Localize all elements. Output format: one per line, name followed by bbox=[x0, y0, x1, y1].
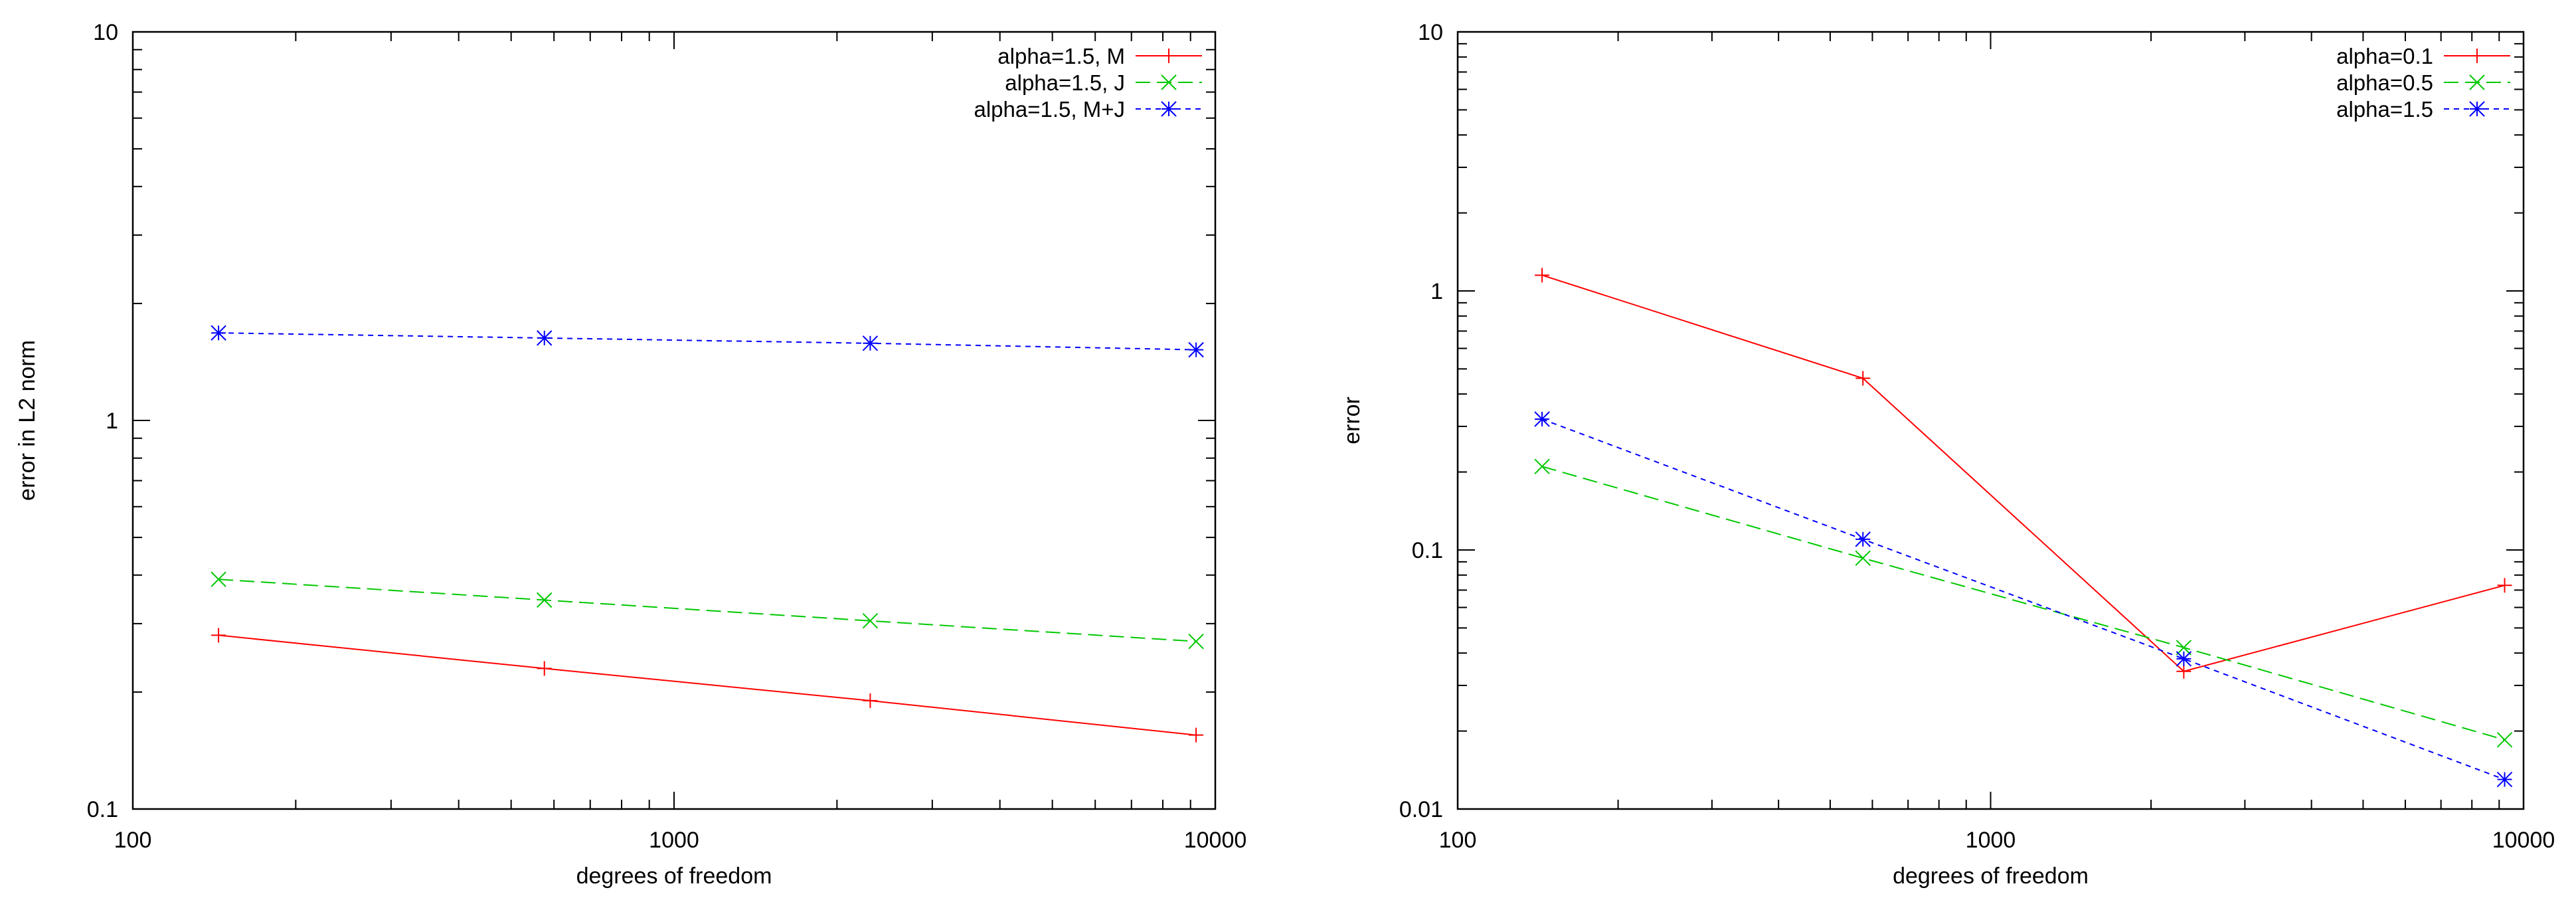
data-point-marker bbox=[862, 612, 879, 629]
data-point-marker bbox=[862, 335, 879, 351]
data-point-marker bbox=[1855, 531, 1871, 547]
data-point-marker bbox=[1161, 101, 1177, 117]
legend-label: alpha=1.5, M+J bbox=[974, 97, 1126, 122]
data-point-marker bbox=[537, 661, 552, 676]
legend-label: alpha=1.5 bbox=[2336, 97, 2433, 122]
marker-stroke bbox=[1534, 411, 1550, 427]
data-point-marker bbox=[211, 571, 226, 587]
series-3: alpha=1.5, M+J bbox=[211, 97, 1204, 358]
marker-stroke bbox=[537, 330, 553, 346]
series-line bbox=[218, 634, 1197, 736]
y-tick-label: 1 bbox=[1430, 279, 1443, 304]
data-point-marker bbox=[1189, 727, 1204, 743]
marker-stroke bbox=[2496, 732, 2513, 748]
series-line bbox=[218, 332, 1197, 351]
data-point-marker bbox=[2497, 578, 2512, 593]
y-tick-label: 0.1 bbox=[1412, 538, 1443, 563]
marker-stroke bbox=[1534, 458, 1550, 475]
marker-stroke bbox=[211, 325, 226, 341]
y-axis-label: error bbox=[1339, 397, 1365, 444]
marker-stroke bbox=[1161, 74, 1177, 90]
legend-label: alpha=0.5 bbox=[2336, 70, 2433, 95]
y-tick-label: 0.01 bbox=[1399, 797, 1443, 822]
x-tick-label: 1000 bbox=[1966, 828, 2016, 853]
data-point-marker bbox=[1161, 48, 1176, 63]
marker-stroke bbox=[1855, 550, 1871, 566]
data-point-marker bbox=[1535, 268, 1550, 283]
marker-stroke bbox=[2469, 101, 2485, 117]
data-point-marker bbox=[1161, 74, 1177, 90]
data-point-marker bbox=[2470, 48, 2484, 63]
x-tick-label: 10000 bbox=[1184, 828, 1247, 853]
marker-stroke bbox=[211, 571, 226, 587]
y-tick-label: 10 bbox=[93, 20, 118, 45]
series-line bbox=[1541, 274, 2505, 672]
series-line bbox=[218, 579, 1197, 642]
legend-label: alpha=0.1 bbox=[2336, 44, 2433, 68]
data-point-marker bbox=[1855, 371, 1871, 386]
series-1: alpha=1.5, M bbox=[211, 44, 1204, 743]
data-point-marker bbox=[1855, 550, 1871, 566]
data-point-marker bbox=[211, 628, 226, 643]
x-tick-label: 1000 bbox=[649, 828, 699, 853]
marker-stroke bbox=[862, 335, 879, 351]
marker-stroke bbox=[862, 612, 879, 629]
data-point-marker bbox=[2176, 651, 2192, 667]
data-point-marker bbox=[2176, 640, 2192, 656]
marker-stroke bbox=[1161, 101, 1177, 117]
data-point-marker bbox=[2496, 771, 2513, 788]
data-point-marker bbox=[211, 325, 226, 341]
x-axis-label: degrees of freedom bbox=[576, 863, 772, 889]
y-tick-label: 0.1 bbox=[87, 797, 118, 822]
data-point-marker bbox=[1534, 458, 1550, 475]
marker-stroke bbox=[2469, 74, 2485, 90]
legend-label: alpha=1.5, M bbox=[997, 44, 1125, 68]
data-point-marker bbox=[2496, 732, 2513, 748]
marker-stroke bbox=[1855, 531, 1871, 547]
x-tick-label: 100 bbox=[114, 828, 152, 853]
marker-stroke bbox=[537, 592, 553, 608]
data-point-marker bbox=[1188, 341, 1204, 358]
series-2: alpha=0.5 bbox=[1534, 70, 2513, 748]
chart-2: 100 1000 10000 0.01 0.1 1 10 degrees of freedom… bbox=[1339, 20, 2555, 889]
series-3: alpha=1.5 bbox=[1534, 97, 2513, 788]
y-tick-label: 1 bbox=[106, 408, 118, 434]
data-point-marker bbox=[2469, 74, 2485, 90]
marker-stroke bbox=[2496, 771, 2513, 788]
x-tick-label: 100 bbox=[1439, 828, 1477, 853]
legend-label: alpha=1.5, J bbox=[1005, 70, 1125, 95]
marker-stroke bbox=[1188, 341, 1204, 358]
series-line bbox=[1541, 418, 2505, 780]
data-point-marker bbox=[537, 592, 553, 608]
data-point-marker bbox=[1188, 633, 1204, 650]
data-point-marker bbox=[2176, 664, 2191, 679]
marker-stroke bbox=[2176, 651, 2192, 667]
data-point-marker bbox=[2469, 101, 2485, 117]
plot-frame bbox=[131, 31, 1217, 810]
series-1: alpha=0.1 bbox=[1535, 44, 2512, 679]
data-point-marker bbox=[1534, 411, 1550, 427]
data-point-marker bbox=[863, 693, 878, 708]
x-tick-label: 10000 bbox=[2492, 828, 2555, 853]
marker-stroke bbox=[2176, 640, 2192, 656]
plot-frame bbox=[1456, 31, 2525, 810]
marker-stroke bbox=[1188, 633, 1204, 650]
x-axis-label: degrees of freedom bbox=[1893, 863, 2089, 889]
data-point-marker bbox=[537, 330, 553, 346]
chart-1: 100 1000 10000 0.1 1 10 degrees of freedom erro… bbox=[15, 20, 1246, 889]
series-line bbox=[1541, 466, 2505, 741]
series-2: alpha=1.5, J bbox=[211, 70, 1204, 650]
y-tick-label: 10 bbox=[1418, 20, 1443, 45]
y-axis-label: error in L2 norm bbox=[15, 340, 40, 501]
